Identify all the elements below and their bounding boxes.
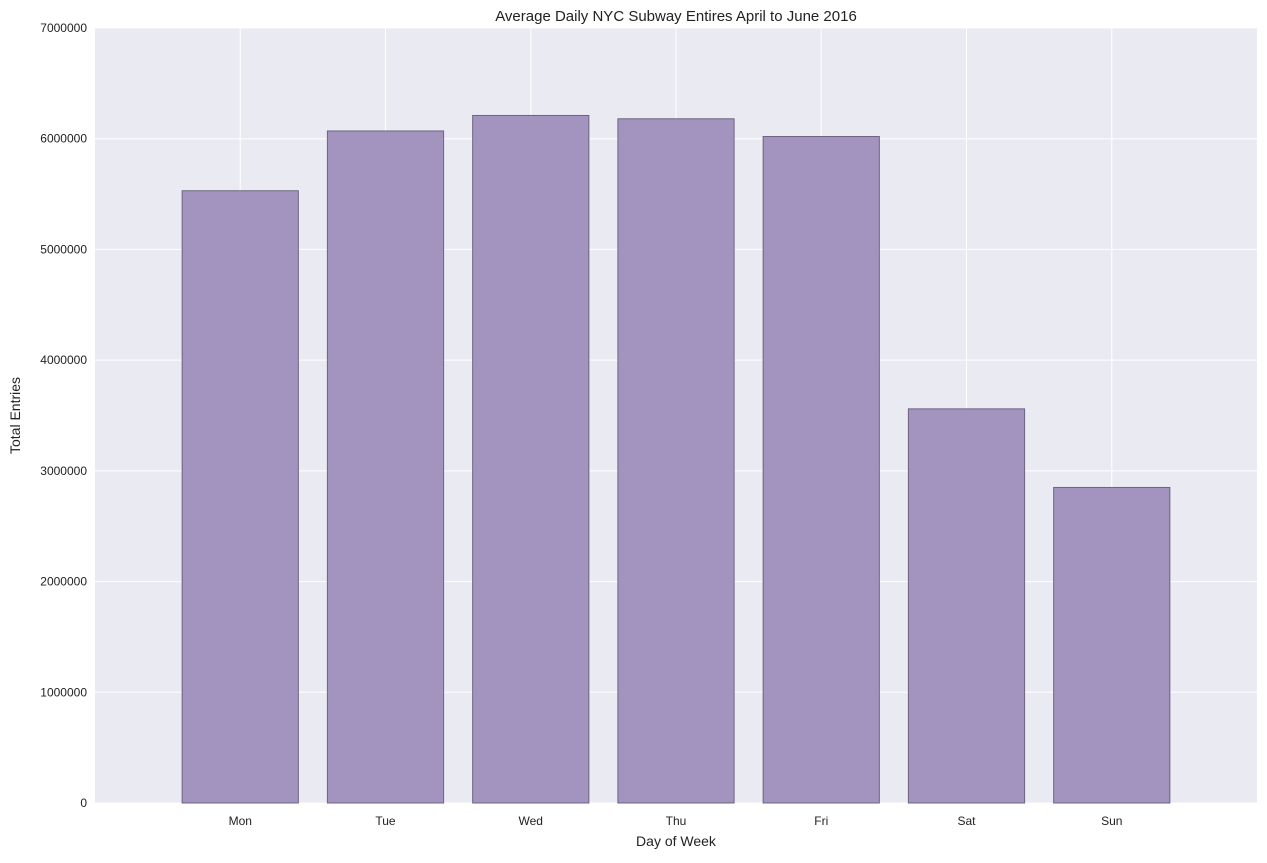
chart-title: Average Daily NYC Subway Entires April t… bbox=[495, 8, 857, 25]
x-tick-label: Fri bbox=[814, 814, 828, 828]
bar-sun bbox=[1053, 486, 1171, 804]
y-tick-label: 2000000 bbox=[40, 575, 87, 589]
y-axis-label: Total Entries bbox=[7, 377, 23, 454]
x-tick-label: Mon bbox=[229, 814, 252, 828]
x-tick-label: Wed bbox=[519, 814, 543, 828]
y-tick-label: 1000000 bbox=[40, 685, 87, 699]
x-tick-label: Thu bbox=[666, 814, 687, 828]
y-axis-ticks: 0 1000000 2000000 3000000 4000000 5000000 6000… bbox=[40, 21, 87, 810]
x-tick-label: Sat bbox=[957, 814, 976, 828]
bars bbox=[181, 114, 1171, 804]
y-tick-label: 7000000 bbox=[40, 21, 87, 35]
bar-sat bbox=[907, 408, 1026, 804]
y-tick-label: 3000000 bbox=[40, 464, 87, 478]
bar-tue bbox=[326, 130, 445, 804]
x-tick-label: Tue bbox=[375, 814, 396, 828]
bar-fri bbox=[762, 136, 880, 804]
y-tick-label: 0 bbox=[80, 796, 87, 810]
x-axis-label: Day of Week bbox=[636, 833, 717, 849]
x-axis-ticks: Mon Tue Wed Thu Fri Sat Sun bbox=[229, 814, 1123, 828]
y-tick-label: 5000000 bbox=[40, 242, 87, 256]
x-tick-label: Sun bbox=[1101, 814, 1122, 828]
bar-thu bbox=[617, 118, 735, 804]
y-tick-label: 4000000 bbox=[40, 353, 87, 367]
bar-wed bbox=[472, 114, 590, 804]
bar-mon bbox=[181, 190, 299, 804]
y-tick-label: 6000000 bbox=[40, 132, 87, 146]
